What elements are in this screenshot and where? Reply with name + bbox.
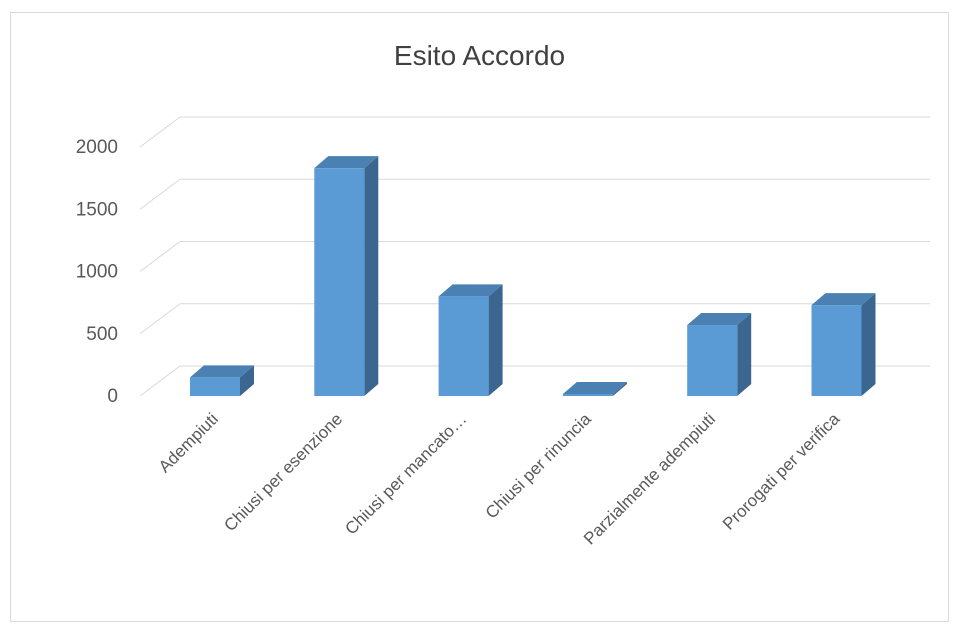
gridline-depth bbox=[139, 178, 181, 210]
y-tick-label: 2000 bbox=[76, 137, 118, 158]
bar-top bbox=[687, 313, 752, 326]
bar bbox=[811, 305, 862, 396]
bar bbox=[314, 168, 365, 396]
gridline-depth bbox=[139, 116, 181, 148]
bar-side bbox=[737, 313, 752, 396]
bar-top bbox=[314, 156, 379, 169]
bar-side bbox=[861, 293, 876, 396]
y-tick-label: 0 bbox=[107, 386, 118, 407]
x-tick-label: Chiusi per esenzione bbox=[220, 409, 346, 535]
bar-side bbox=[488, 284, 503, 396]
x-tick-label: Adempiuti bbox=[155, 409, 222, 476]
bar-side bbox=[612, 382, 627, 396]
bar-top bbox=[562, 382, 627, 394]
gridline-depth bbox=[139, 365, 181, 397]
bar-side bbox=[364, 156, 379, 396]
chart-title: Esito Accordo bbox=[393, 40, 566, 71]
gridline-depth bbox=[139, 241, 181, 272]
y-tick-label: 1000 bbox=[76, 262, 118, 283]
gridline-depth bbox=[139, 303, 181, 335]
x-tick-label: Chiusi per mancato… bbox=[341, 409, 470, 538]
bar bbox=[438, 296, 489, 396]
y-tick-label: 1500 bbox=[76, 199, 118, 220]
bar bbox=[190, 377, 240, 396]
x-tick-label: Chiusi per rinuncia bbox=[482, 409, 595, 522]
y-tick-label: 500 bbox=[86, 324, 118, 345]
bar bbox=[687, 325, 738, 396]
bar-top bbox=[438, 284, 503, 297]
bar-side bbox=[240, 365, 254, 396]
bar-top bbox=[811, 293, 876, 306]
x-tick-label: Prorogati per verifica bbox=[719, 409, 844, 534]
bar-top bbox=[190, 365, 254, 378]
bar bbox=[562, 394, 613, 396]
x-tick-label: Parzialmente adempiuti bbox=[580, 409, 719, 548]
